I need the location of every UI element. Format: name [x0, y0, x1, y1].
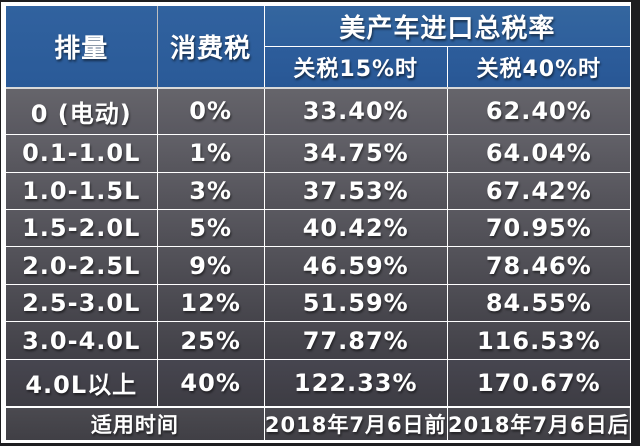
rate15-cell: 37.53%: [263, 171, 448, 210]
col-header-tariff-40: 关税40%时: [446, 46, 630, 88]
displacement-cell: 1.0-1.5L: [6, 171, 157, 210]
rate15-cell: 122.33%: [263, 358, 448, 407]
rate40-cell: 170.67%: [446, 358, 630, 407]
col-header-consumption-tax: 消费税: [156, 5, 265, 88]
consumption-tax-cell: 9%: [156, 246, 265, 285]
displacement-cell: 1.5-2.0L: [6, 209, 157, 247]
displacement-cell: 0 (电动): [6, 86, 157, 135]
consumption-tax-cell: 5%: [156, 209, 265, 247]
table-body: 0 (电动) 0% 33.40% 62.40% 0.1-1.0L 1% 34.7…: [6, 86, 630, 407]
table-footer: 适用时间 2018年7月6日前 2018年7月6日后: [6, 405, 630, 441]
rate15-cell: 34.75%: [263, 134, 448, 173]
table-row: 4.0L以上 40% 122.33% 170.67%: [6, 358, 630, 407]
rate40-cell: 78.46%: [446, 246, 630, 285]
tax-rate-table: 排量 消费税 美产车进口总税率 关税15%时 关税40%时 0 (电动) 0% …: [6, 5, 630, 441]
consumption-tax-cell: 40%: [156, 358, 265, 407]
date-after-cell: 2018年7月6日后: [446, 405, 630, 441]
rate40-cell: 62.40%: [446, 86, 630, 135]
header-row-top: 排量 消费税 美产车进口总税率: [6, 5, 630, 88]
applicable-time-label: 适用时间: [6, 405, 265, 441]
table-row: 3.0-4.0L 25% 77.87% 116.53%: [6, 321, 630, 360]
table-header: 排量 消费税 美产车进口总税率 关税15%时 关税40%时: [6, 5, 630, 88]
displacement-cell: 4.0L以上: [6, 358, 157, 407]
consumption-tax-cell: 12%: [156, 283, 265, 322]
table-row: 0.1-1.0L 1% 34.75% 64.04%: [6, 134, 630, 173]
table-background: 排量 消费税 美产车进口总税率 关税15%时 关税40%时 0 (电动) 0% …: [1, 2, 631, 443]
table-row: 2.5-3.0L 12% 51.59% 84.55%: [6, 283, 630, 322]
date-before-cell: 2018年7月6日前: [263, 405, 448, 441]
table-row: 1.0-1.5L 3% 37.53% 67.42%: [6, 171, 630, 210]
table-row: 0 (电动) 0% 33.40% 62.40%: [6, 86, 630, 135]
displacement-cell: 2.0-2.5L: [6, 246, 157, 285]
displacement-cell: 2.5-3.0L: [6, 283, 157, 322]
rate40-cell: 70.95%: [446, 209, 630, 247]
rate15-cell: 40.42%: [263, 209, 448, 247]
consumption-tax-cell: 3%: [156, 171, 265, 210]
table-row: 2.0-2.5L 9% 46.59% 78.46%: [6, 246, 630, 285]
consumption-tax-cell: 0%: [156, 86, 265, 135]
rate40-cell: 84.55%: [446, 283, 630, 322]
displacement-cell: 0.1-1.0L: [6, 134, 157, 173]
rate15-cell: 33.40%: [263, 86, 448, 135]
col-header-displacement: 排量: [6, 5, 157, 88]
rate15-cell: 51.59%: [263, 283, 448, 322]
displacement-cell: 3.0-4.0L: [6, 321, 157, 360]
col-header-tariff-15: 关税15%时: [263, 46, 448, 88]
rate40-cell: 64.04%: [446, 134, 630, 173]
rate40-cell: 67.42%: [446, 171, 630, 210]
consumption-tax-cell: 25%: [156, 321, 265, 360]
rate15-cell: 77.87%: [263, 321, 448, 360]
rate40-cell: 116.53%: [446, 321, 630, 360]
col-header-total-rate-title: 美产车进口总税率: [263, 5, 630, 47]
header-row-sub: 关税15%时 关税40%时: [6, 46, 630, 88]
rate15-cell: 46.59%: [263, 246, 448, 285]
consumption-tax-cell: 1%: [156, 134, 265, 173]
table-row: 1.5-2.0L 5% 40.42% 70.95%: [6, 209, 630, 247]
footer-row: 适用时间 2018年7月6日前 2018年7月6日后: [6, 405, 630, 441]
